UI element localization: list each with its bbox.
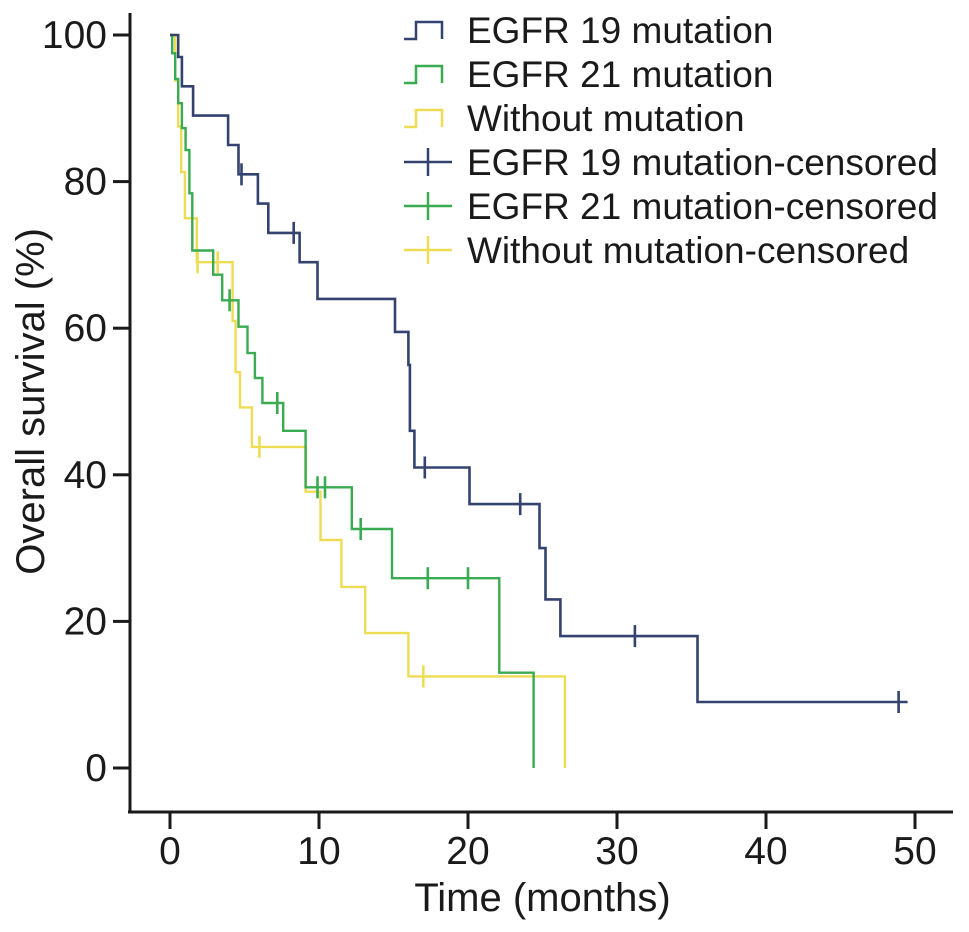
legend-item-without: Without mutation bbox=[402, 96, 938, 140]
step-line-icon bbox=[404, 64, 444, 85]
legend-label: EGFR 19 mutation bbox=[467, 9, 774, 51]
survival-curve-1 bbox=[170, 33, 535, 768]
plus-censor-icon bbox=[404, 236, 452, 264]
legend-item-egfr19: EGFR 19 mutation bbox=[402, 8, 938, 52]
legend-item-without-censored: Without mutation-censored bbox=[402, 228, 938, 272]
y-tick-label: 40 bbox=[64, 454, 107, 497]
y-tick-label: 100 bbox=[42, 14, 107, 57]
y-tick-label: 60 bbox=[64, 307, 107, 350]
y-tick-label: 0 bbox=[85, 747, 107, 790]
y-axis-title: Overall survival (%) bbox=[8, 228, 53, 575]
legend-label: Without mutation bbox=[467, 97, 745, 139]
x-tick-label: 10 bbox=[297, 830, 340, 873]
legend-label: EGFR 21 mutation bbox=[467, 53, 774, 95]
x-tick-label: 50 bbox=[893, 830, 936, 873]
x-tick-label: 0 bbox=[159, 830, 181, 873]
legend-label: EGFR 21 mutation-censored bbox=[467, 185, 938, 227]
survival-curve-0 bbox=[170, 33, 908, 704]
x-tick-label: 40 bbox=[744, 830, 787, 873]
legend-label: Without mutation-censored bbox=[467, 229, 910, 271]
x-tick-label: 30 bbox=[595, 830, 638, 873]
legend-item-egfr19-censored: EGFR 19 mutation-censored bbox=[402, 140, 938, 184]
step-line-icon bbox=[404, 108, 444, 129]
legend-label: EGFR 19 mutation-censored bbox=[467, 141, 938, 183]
y-axis-title-wrap: Overall survival (%) bbox=[0, 35, 62, 768]
legend-item-egfr21-censored: EGFR 21 mutation-censored bbox=[402, 184, 938, 228]
plus-censor-icon bbox=[404, 192, 452, 220]
y-tick-label: 20 bbox=[64, 600, 107, 643]
x-axis-title: Time (months) bbox=[414, 876, 671, 920]
x-tick-label: 20 bbox=[446, 830, 489, 873]
legend-item-egfr21: EGFR 21 mutation bbox=[402, 52, 938, 96]
legend: EGFR 19 mutation EGFR 21 mutation Withou… bbox=[402, 8, 938, 272]
plus-censor-icon bbox=[404, 148, 452, 176]
step-line-icon bbox=[404, 20, 444, 41]
y-tick-label: 80 bbox=[64, 161, 107, 204]
